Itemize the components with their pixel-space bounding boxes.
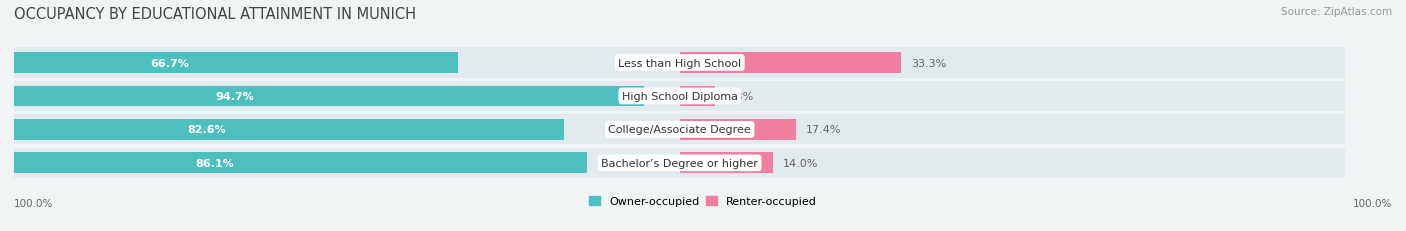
Text: College/Associate Degree: College/Associate Degree [609,125,751,135]
Text: 17.4%: 17.4% [806,125,841,135]
Bar [679,86,716,107]
Text: 33.3%: 33.3% [911,58,946,68]
Bar [14,153,588,173]
Text: OCCUPANCY BY EDUCATIONAL ATTAINMENT IN MUNICH: OCCUPANCY BY EDUCATIONAL ATTAINMENT IN M… [14,7,416,22]
Text: Bachelor’s Degree or higher: Bachelor’s Degree or higher [602,158,758,168]
Text: 14.0%: 14.0% [783,158,818,168]
Text: 100.0%: 100.0% [14,198,53,208]
Text: 100.0%: 100.0% [1353,198,1392,208]
Text: 5.3%: 5.3% [725,91,754,101]
Bar [14,82,1346,112]
Bar [14,119,564,140]
Text: 66.7%: 66.7% [150,58,188,68]
Bar [679,119,796,140]
Bar [679,53,901,73]
Text: 86.1%: 86.1% [195,158,233,168]
Text: Less than High School: Less than High School [619,58,741,68]
Bar [14,53,458,73]
Legend: Owner-occupied, Renter-occupied: Owner-occupied, Renter-occupied [585,191,821,211]
Bar [14,148,1346,178]
Text: High School Diploma: High School Diploma [621,91,738,101]
Bar [14,48,1346,78]
Bar [14,86,644,107]
Text: 94.7%: 94.7% [215,91,254,101]
Text: 82.6%: 82.6% [187,125,226,135]
Bar [14,115,1346,145]
Text: Source: ZipAtlas.com: Source: ZipAtlas.com [1281,7,1392,17]
Bar [679,153,773,173]
